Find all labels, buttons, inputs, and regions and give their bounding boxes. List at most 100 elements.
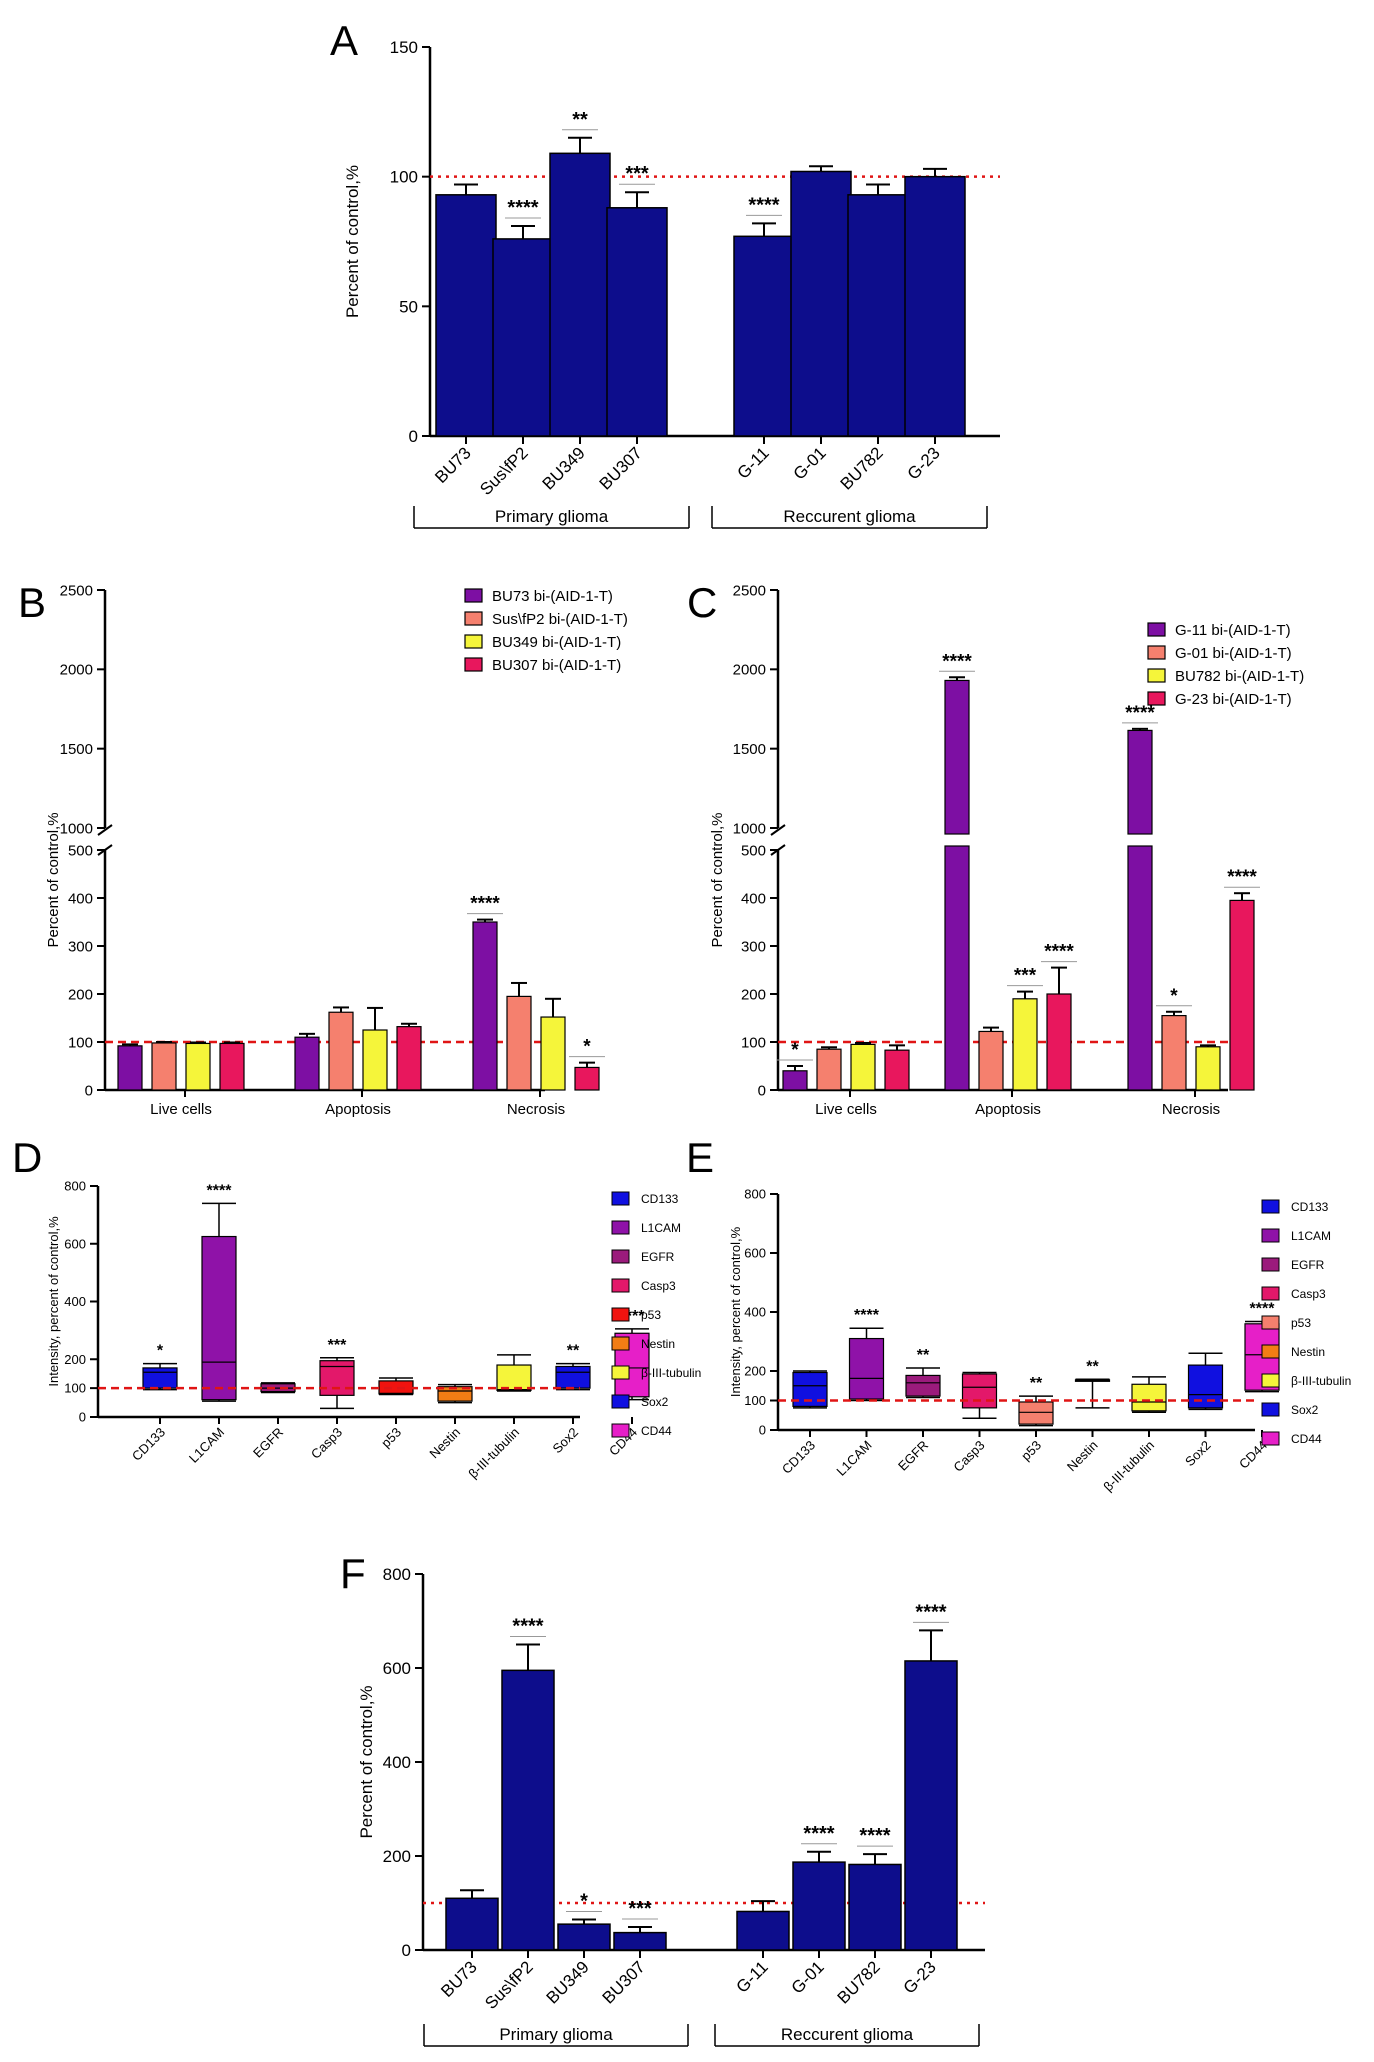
x-tick-label: Apoptosis <box>975 1101 1041 1118</box>
group-label: Primary glioma <box>495 507 609 526</box>
y-tick-label: 400 <box>64 1294 86 1309</box>
bar-1 <box>816 1048 842 1091</box>
box-p53 <box>1018 1401 1054 1425</box>
y-tick-label: 1000 <box>60 820 93 837</box>
box--iii-tubulin <box>496 1364 532 1392</box>
legend-label: Casp3 <box>1291 1287 1326 1301</box>
y-tick-label: 400 <box>744 1305 766 1320</box>
significance-stars: **** <box>859 1825 890 1847</box>
y-tick-label: 600 <box>64 1236 86 1251</box>
bar-3 <box>219 1042 245 1091</box>
y-tick-label: 2000 <box>60 662 93 679</box>
y-axis-title: Percent of control,% <box>45 812 62 947</box>
y-tick-label: 800 <box>744 1187 766 1202</box>
significance-stars: **** <box>470 894 500 915</box>
y-tick-label: 200 <box>64 1352 86 1367</box>
bar-1 <box>1161 1014 1187 1091</box>
bar-3 <box>1046 993 1072 1091</box>
y-axis-title: Percent of control,% <box>357 1685 376 1838</box>
y-tick-label: 0 <box>79 1410 86 1425</box>
bar-2 <box>185 1042 211 1091</box>
legend-label: Sox2 <box>1291 1403 1319 1417</box>
bar-0 <box>782 1070 808 1091</box>
x-tick-label: p53 <box>378 1425 404 1451</box>
y-tick-label: 0 <box>85 1082 93 1099</box>
y-tick-label: 100 <box>744 1393 766 1408</box>
legend-swatch <box>464 588 483 603</box>
y-tick-label: 600 <box>744 1246 766 1261</box>
legend-swatch <box>1261 1286 1280 1301</box>
significance-stars: **** <box>1250 1300 1276 1317</box>
bar-bu349 <box>557 1923 611 1951</box>
x-tick-label: Live cells <box>150 1101 212 1118</box>
x-tick-label: BU349 <box>543 1957 593 2007</box>
legend-swatch <box>1261 1257 1280 1272</box>
y-tick-label: 600 <box>383 1659 411 1678</box>
y-tick-label: 150 <box>390 38 418 57</box>
legend-label: β-III-tubulin <box>1291 1374 1351 1388</box>
box-sox2 <box>1187 1364 1224 1409</box>
bar-0-lower <box>944 845 970 1091</box>
box-sox2 <box>555 1365 591 1389</box>
bar-sus-fp2 <box>492 238 554 437</box>
x-tick-label: G-11 <box>733 1957 772 1996</box>
y-tick-label: 100 <box>390 168 418 187</box>
x-tick-label: G-23 <box>904 443 944 483</box>
panel-d-marker-intensity-box-chart: D 0 100 200 400 600 800 Intensity, percent of c… <box>12 1134 701 1481</box>
panel-b-primary-glioma-cell-death-chart: B 0 100 200 300 400 500 1000 1500 2000 2500 Percent… <box>18 579 628 1118</box>
legend-swatch <box>464 611 483 626</box>
significance-stars: **** <box>942 651 972 672</box>
x-tick-label: Sus\fP2 <box>476 443 532 499</box>
significance-stars: ** <box>1086 1358 1099 1375</box>
group-label: Reccurent glioma <box>781 2025 914 2044</box>
x-tick-label: BU73 <box>437 1957 481 2001</box>
x-tick-label: p53 <box>1018 1438 1044 1464</box>
significance-stars: **** <box>207 1182 233 1199</box>
legend-swatch <box>1261 1199 1280 1214</box>
significance-stars: *** <box>625 163 649 185</box>
legend-swatch <box>611 1423 630 1438</box>
significance-stars: * <box>157 1343 164 1360</box>
x-tick-label: Live cells <box>815 1101 877 1118</box>
box-nestin <box>437 1386 473 1402</box>
legend-label: Nestin <box>641 1337 675 1351</box>
y-tick-label: 1000 <box>733 820 766 837</box>
y-tick-label: 0 <box>409 427 418 446</box>
legend-swatch <box>1147 668 1166 683</box>
bar-bu307 <box>606 207 668 437</box>
y-tick-label: 100 <box>68 1034 93 1051</box>
y-axis-title: Percent of control,% <box>709 812 726 947</box>
bar-3 <box>396 1026 422 1091</box>
legend-label: p53 <box>1291 1316 1311 1330</box>
y-tick-label: 100 <box>741 1034 766 1051</box>
bar-1 <box>328 1011 354 1091</box>
y-axis-title: Intensity, percent of control,% <box>728 1226 743 1397</box>
axis-break-mark <box>97 824 113 836</box>
x-tick-label: Sox2 <box>550 1425 582 1457</box>
bar-2 <box>1012 998 1038 1091</box>
legend-swatch <box>464 657 483 672</box>
y-tick-label: 300 <box>68 938 93 955</box>
legend-label: BU782 bi-(AID-1-T) <box>1175 668 1304 685</box>
x-tick-label: Nestin <box>426 1425 463 1462</box>
bar-0 <box>117 1045 143 1091</box>
x-tick-label: BU782 <box>834 1957 884 2007</box>
x-tick-label: Nestin <box>1064 1438 1101 1475</box>
legend-swatch <box>611 1336 630 1351</box>
legend-label: L1CAM <box>1291 1229 1331 1243</box>
legend-swatch <box>1147 645 1166 660</box>
bar-0-upper <box>944 679 970 835</box>
legend-label: p53 <box>641 1308 661 1322</box>
legend-swatch <box>1261 1402 1280 1417</box>
box-cd133 <box>142 1367 178 1389</box>
x-tick-label: L1CAM <box>833 1438 874 1479</box>
x-tick-label: BU307 <box>596 443 646 493</box>
panel-label: D <box>12 1134 42 1181</box>
significance-stars: **** <box>854 1307 880 1324</box>
box-casp3 <box>961 1373 998 1409</box>
legend-label: Sox2 <box>641 1395 669 1409</box>
y-tick-label: 300 <box>741 938 766 955</box>
x-tick-label: EGFR <box>895 1438 931 1474</box>
